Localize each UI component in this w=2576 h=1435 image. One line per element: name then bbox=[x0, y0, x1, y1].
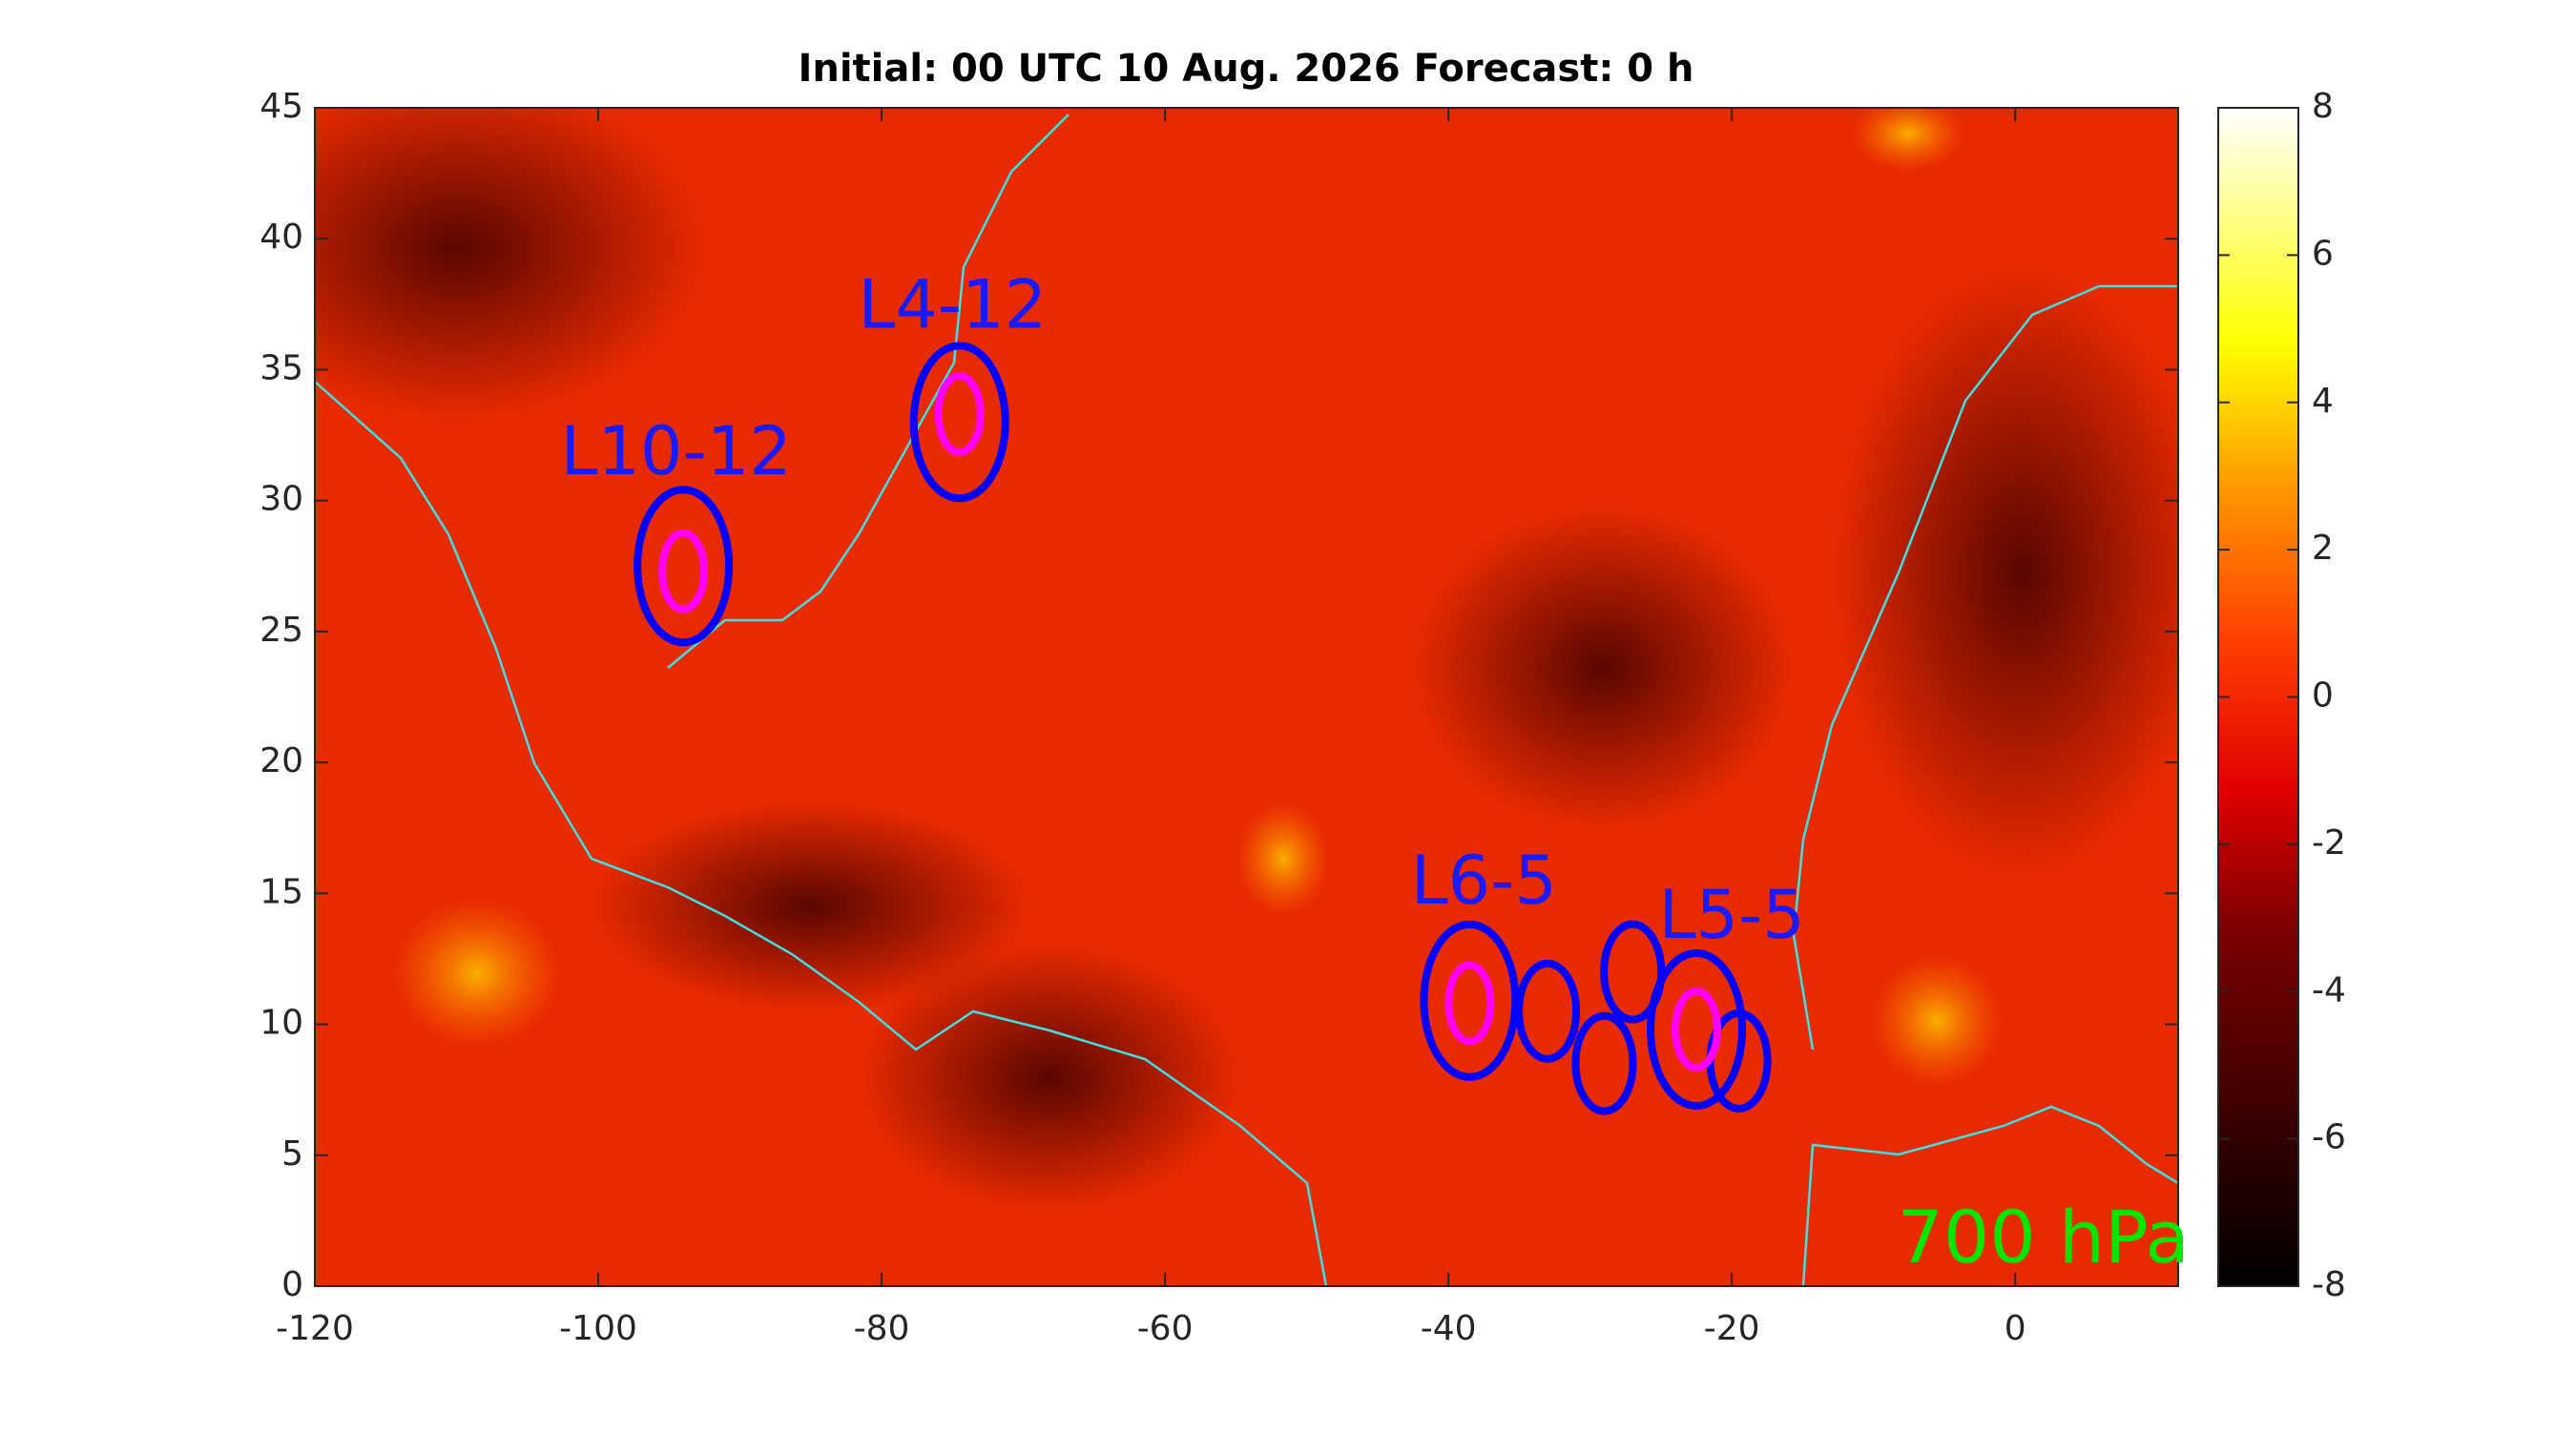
colorbar-tick-label: -2 bbox=[2312, 823, 2346, 863]
y-tick-label: 20 bbox=[260, 741, 303, 780]
colorbar-tick-label: -8 bbox=[2312, 1265, 2346, 1304]
field-pattern bbox=[1851, 108, 1965, 172]
system-label: L6-5 bbox=[1411, 842, 1557, 920]
blue-circle bbox=[1571, 1011, 1637, 1115]
colorbar-tick-label: -6 bbox=[2312, 1118, 2346, 1157]
system-label: L10-12 bbox=[561, 412, 792, 490]
x-tick-label: -100 bbox=[559, 1309, 637, 1348]
level-label: 700 hPa bbox=[1898, 1195, 2190, 1279]
y-tick-label: 35 bbox=[260, 348, 303, 387]
blue-circle bbox=[1647, 949, 1747, 1111]
y-tick-label: 10 bbox=[260, 1004, 303, 1043]
x-tick-label: -20 bbox=[1704, 1309, 1760, 1348]
colorbar-tick-label: 6 bbox=[2312, 234, 2334, 273]
x-tick-label: -80 bbox=[854, 1309, 910, 1348]
magenta-circle bbox=[1444, 961, 1495, 1046]
system-label: L5-5 bbox=[1658, 876, 1804, 954]
colorbar-tick-label: 4 bbox=[2312, 382, 2334, 421]
field-pattern bbox=[1236, 801, 1331, 916]
y-tick-label: 40 bbox=[260, 218, 303, 257]
magenta-circle bbox=[658, 529, 709, 614]
field-pattern bbox=[315, 108, 706, 420]
blue-circle bbox=[909, 342, 1009, 503]
blue-circle bbox=[1420, 920, 1520, 1081]
y-tick-label: 15 bbox=[260, 872, 303, 911]
blue-circle bbox=[634, 486, 734, 647]
field-pattern bbox=[1832, 267, 2178, 878]
coastline bbox=[315, 114, 2178, 1286]
colorbar-tick-label: 2 bbox=[2312, 529, 2334, 568]
blue-circle bbox=[1600, 920, 1666, 1024]
colorbar-tick-label: 8 bbox=[2312, 87, 2334, 126]
x-tick-label: -40 bbox=[1421, 1309, 1477, 1348]
magenta-circle bbox=[934, 372, 985, 457]
y-tick-label: 0 bbox=[281, 1265, 303, 1304]
colorbar bbox=[2217, 107, 2299, 1287]
y-tick-label: 30 bbox=[260, 480, 303, 519]
plot-frame bbox=[314, 107, 2179, 1287]
field-pattern bbox=[859, 945, 1240, 1212]
colorbar-tick-label: 0 bbox=[2312, 676, 2334, 716]
y-tick-label: 45 bbox=[260, 87, 303, 126]
blue-circle bbox=[1515, 959, 1581, 1063]
y-tick-label: 25 bbox=[260, 611, 303, 650]
field-pattern bbox=[1870, 954, 2004, 1088]
chart-title: Initial: 00 UTC 10 Aug. 2026 Forecast: 0… bbox=[798, 47, 1693, 91]
field-pattern bbox=[1412, 506, 1794, 830]
colorbar-tick-label: -4 bbox=[2312, 970, 2346, 1009]
field-pattern bbox=[592, 801, 1030, 1011]
y-tick-label: 5 bbox=[281, 1134, 303, 1174]
system-label: L4-12 bbox=[858, 265, 1047, 343]
x-tick-label: 0 bbox=[2005, 1309, 2026, 1348]
field-pattern bbox=[391, 897, 563, 1050]
x-tick-label: -120 bbox=[276, 1309, 354, 1348]
x-tick-label: -60 bbox=[1137, 1309, 1194, 1348]
magenta-circle bbox=[1672, 988, 1722, 1072]
field bbox=[315, 108, 2178, 1286]
